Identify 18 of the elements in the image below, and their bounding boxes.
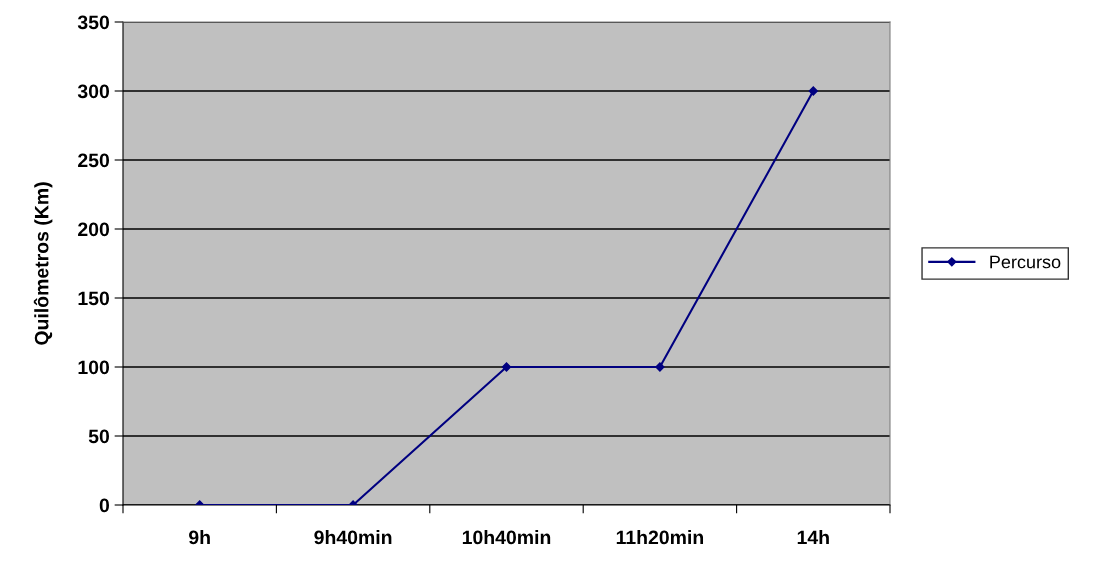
- y-tick-label: 100: [78, 360, 110, 375]
- y-tick-label: 0: [99, 498, 110, 513]
- x-tick-label: 9h40min: [314, 530, 392, 545]
- x-tick-label: 9h: [189, 530, 210, 545]
- x-tick-label: 10h40min: [462, 530, 551, 545]
- legend-label: Percurso: [990, 255, 1061, 269]
- y-axis-title: Quilômetros (Km): [33, 182, 53, 345]
- point: [501, 362, 512, 372]
- x-tick-label: 14h: [797, 530, 829, 545]
- y-tick-label: 350: [77, 15, 110, 30]
- point: [808, 86, 818, 96]
- y-tick-label: 150: [78, 291, 110, 306]
- y-tick-label: 300: [77, 84, 110, 99]
- y-tick-label: 50: [88, 429, 110, 444]
- y-tick-label: 250: [78, 153, 110, 168]
- point: [655, 362, 665, 372]
- x-tick-label: 11h20min: [616, 530, 704, 545]
- y-tick-label: 200: [78, 222, 110, 237]
